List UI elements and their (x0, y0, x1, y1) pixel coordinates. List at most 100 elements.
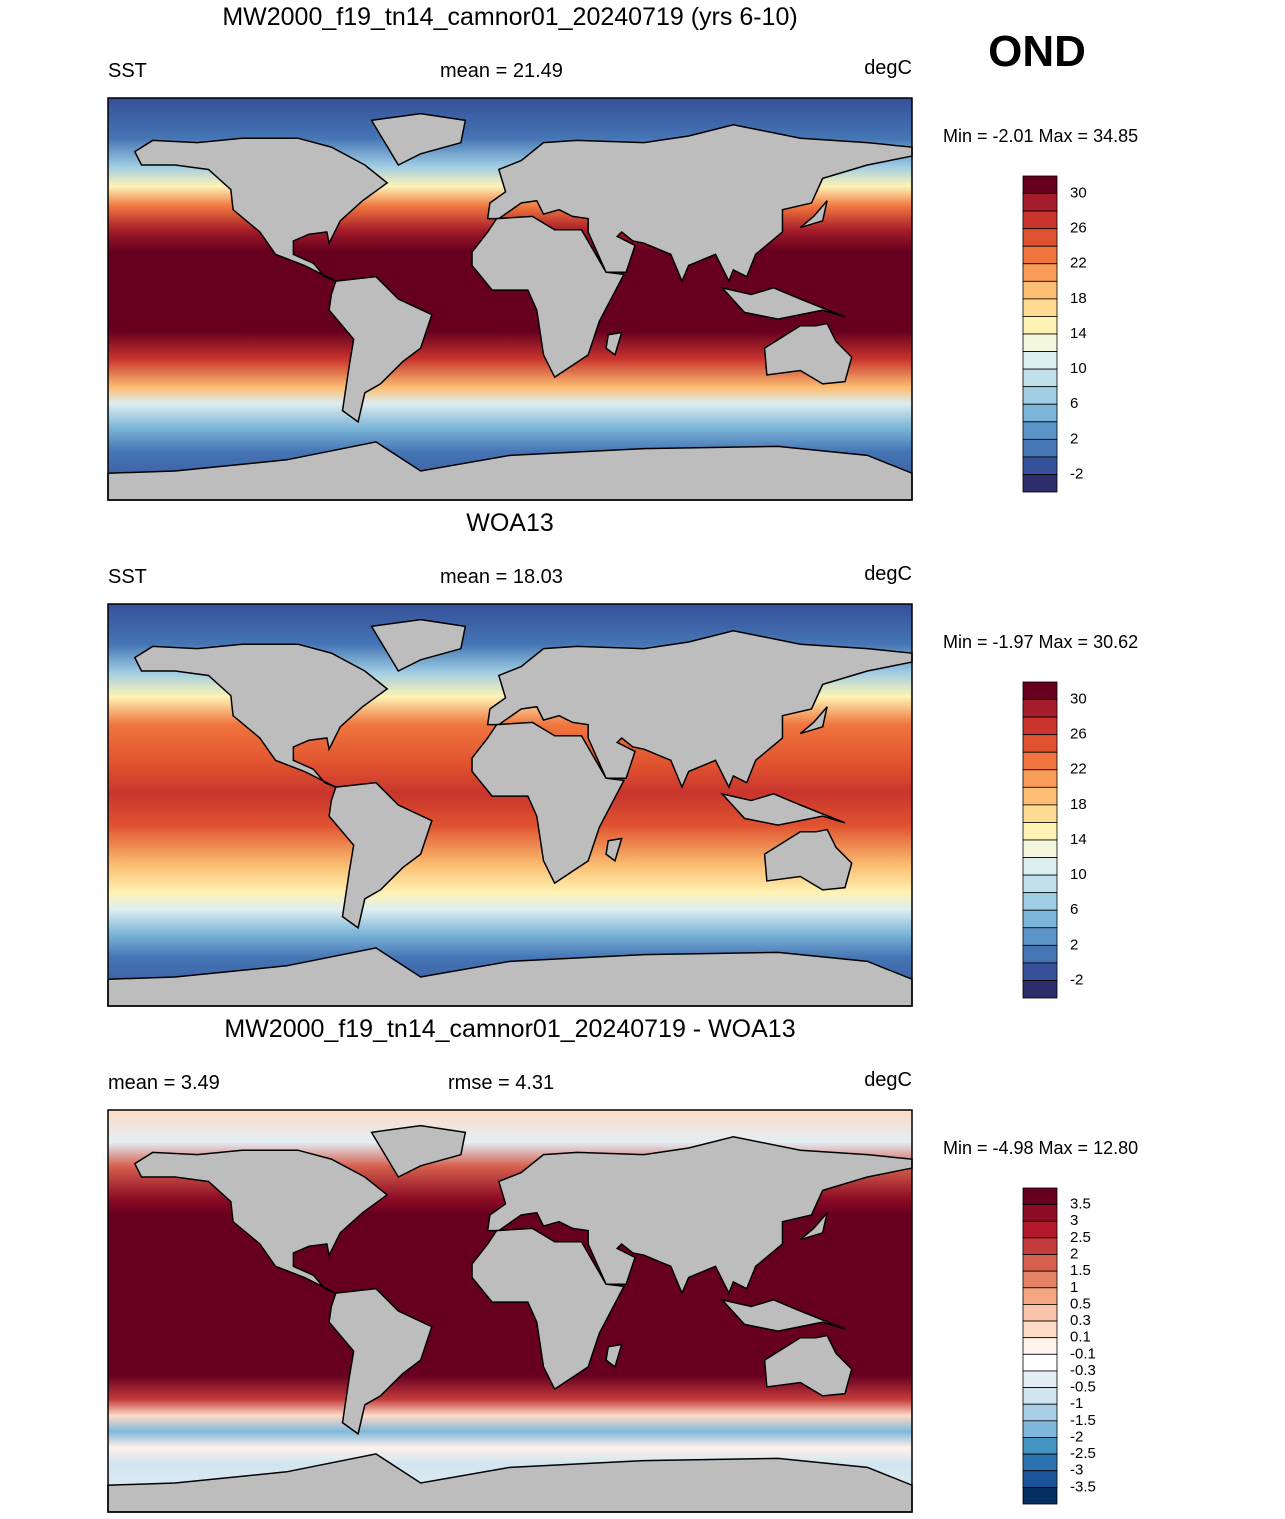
left-string: mean = 3.49 (108, 1072, 220, 1094)
colorbar-box (1022, 962, 1058, 981)
map-frame (107, 1109, 913, 1513)
left-string: SST (108, 566, 147, 588)
colorbar-box (1022, 1420, 1058, 1438)
colorbar-box (1022, 1486, 1058, 1505)
min-max: Min = -1.97 Max = 30.62 (943, 632, 1138, 652)
colorbar-box (1022, 421, 1058, 440)
colorbar-box (1022, 804, 1058, 823)
colorbar-box (1022, 699, 1058, 718)
colorbar-label: -0.5 (1070, 1379, 1096, 1396)
colorbar-box (1022, 386, 1058, 405)
units: degC (864, 563, 912, 585)
colorbar-box (1022, 1270, 1058, 1289)
colorbar-box (1022, 351, 1058, 370)
colorbar-box (1022, 1337, 1058, 1355)
colorbar-box (1022, 193, 1058, 212)
colorbar-box (1022, 228, 1058, 247)
units: degC (864, 57, 912, 79)
colorbar-label: 2 (1070, 430, 1078, 447)
colorbar-label: 14 (1070, 831, 1087, 848)
colorbar-box (1022, 1403, 1058, 1422)
colorbar-box (1022, 1204, 1058, 1222)
colorbar-box (1022, 456, 1058, 475)
map-frame (107, 603, 913, 1007)
center-string: mean = 18.03 (440, 566, 563, 588)
colorbar-label: 26 (1070, 726, 1087, 743)
colorbar-box (1022, 438, 1058, 458)
colorbar-box (1022, 298, 1058, 317)
colorbar-label: 22 (1070, 761, 1087, 778)
colorbar-box (1022, 368, 1058, 388)
colorbar-label: 26 (1070, 220, 1087, 237)
colorbar-label: -1 (1070, 1395, 1083, 1412)
colorbar-box (1022, 1320, 1058, 1339)
colorbar-box (1022, 245, 1058, 265)
colorbar-box (1022, 474, 1058, 493)
colorbar-box (1022, 716, 1058, 736)
colorbar-label: -3 (1070, 1462, 1083, 1479)
colorbar-box (1022, 944, 1058, 964)
colorbar-label: 1.5 (1070, 1262, 1091, 1279)
colorbar-box (1022, 1353, 1058, 1372)
colorbar-label: 18 (1070, 290, 1087, 307)
colorbar-box (1022, 316, 1058, 335)
colorbar-box (1022, 210, 1058, 230)
colorbar-label: 6 (1070, 395, 1078, 412)
colorbar-box (1022, 980, 1058, 999)
colorbar-box (1022, 1287, 1058, 1305)
center-string: mean = 21.49 (440, 60, 563, 82)
colorbar-label: -0.1 (1070, 1345, 1096, 1362)
colorbar-box (1022, 1470, 1058, 1488)
panel-title: MW2000_f19_tn14_camnor01_20240719 (yrs 6… (222, 3, 797, 31)
colorbar-label: 10 (1070, 866, 1087, 883)
map-frame (107, 97, 913, 501)
colorbar-label: -2 (1070, 971, 1083, 988)
colorbar-label: 0.5 (1070, 1295, 1091, 1312)
colorbar-box (1022, 1370, 1058, 1388)
left-string: SST (108, 60, 147, 82)
colorbar-box (1022, 786, 1058, 806)
colorbar-box (1022, 1453, 1058, 1472)
colorbar-box (1022, 175, 1058, 194)
colorbar-label: 0.3 (1070, 1312, 1091, 1329)
colorbar-box (1022, 839, 1058, 858)
panel-title: MW2000_f19_tn14_camnor01_20240719 - WOA1… (224, 1015, 795, 1043)
colorbar-label: -2 (1070, 1428, 1083, 1445)
colorbar-label: 6 (1070, 901, 1078, 918)
colorbar-label: -2.5 (1070, 1445, 1096, 1462)
colorbar-label: 3 (1070, 1212, 1078, 1229)
colorbar-box (1022, 734, 1058, 753)
colorbar-label: -2 (1070, 465, 1083, 482)
center-string: rmse = 4.31 (448, 1072, 554, 1094)
min-max: Min = -4.98 Max = 12.80 (943, 1138, 1138, 1158)
colorbar-label: 18 (1070, 796, 1087, 813)
colorbar-label: 2 (1070, 1245, 1078, 1262)
colorbar-label: 14 (1070, 325, 1087, 342)
colorbar-box (1022, 280, 1058, 300)
colorbar-box (1022, 1237, 1058, 1255)
colorbar-label: -1.5 (1070, 1412, 1096, 1429)
season-label: OND (988, 27, 1086, 76)
colorbar-label: 1 (1070, 1279, 1078, 1296)
colorbar-box (1022, 681, 1058, 700)
colorbar-box (1022, 822, 1058, 841)
colorbar-label: 22 (1070, 255, 1087, 272)
units: degC (864, 1069, 912, 1091)
colorbar-label: 2 (1070, 936, 1078, 953)
colorbar-box (1022, 874, 1058, 894)
colorbar-label: -0.3 (1070, 1362, 1096, 1379)
colorbar-box (1022, 1437, 1058, 1455)
colorbar-box (1022, 909, 1058, 929)
colorbar-box (1022, 927, 1058, 946)
colorbar-box (1022, 1254, 1058, 1272)
colorbar-label: 30 (1070, 691, 1087, 708)
colorbar-box (1022, 857, 1058, 876)
colorbar-box (1022, 1220, 1058, 1239)
colorbar-label: 0.1 (1070, 1329, 1091, 1346)
colorbar-box (1022, 769, 1058, 788)
colorbar-label: 2.5 (1070, 1229, 1091, 1246)
colorbar-box (1022, 1387, 1058, 1405)
colorbar-box (1022, 751, 1058, 771)
colorbar-label: -3.5 (1070, 1478, 1096, 1495)
colorbar-box (1022, 333, 1058, 352)
